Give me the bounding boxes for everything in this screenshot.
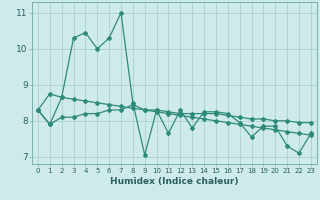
X-axis label: Humidex (Indice chaleur): Humidex (Indice chaleur) [110, 177, 239, 186]
